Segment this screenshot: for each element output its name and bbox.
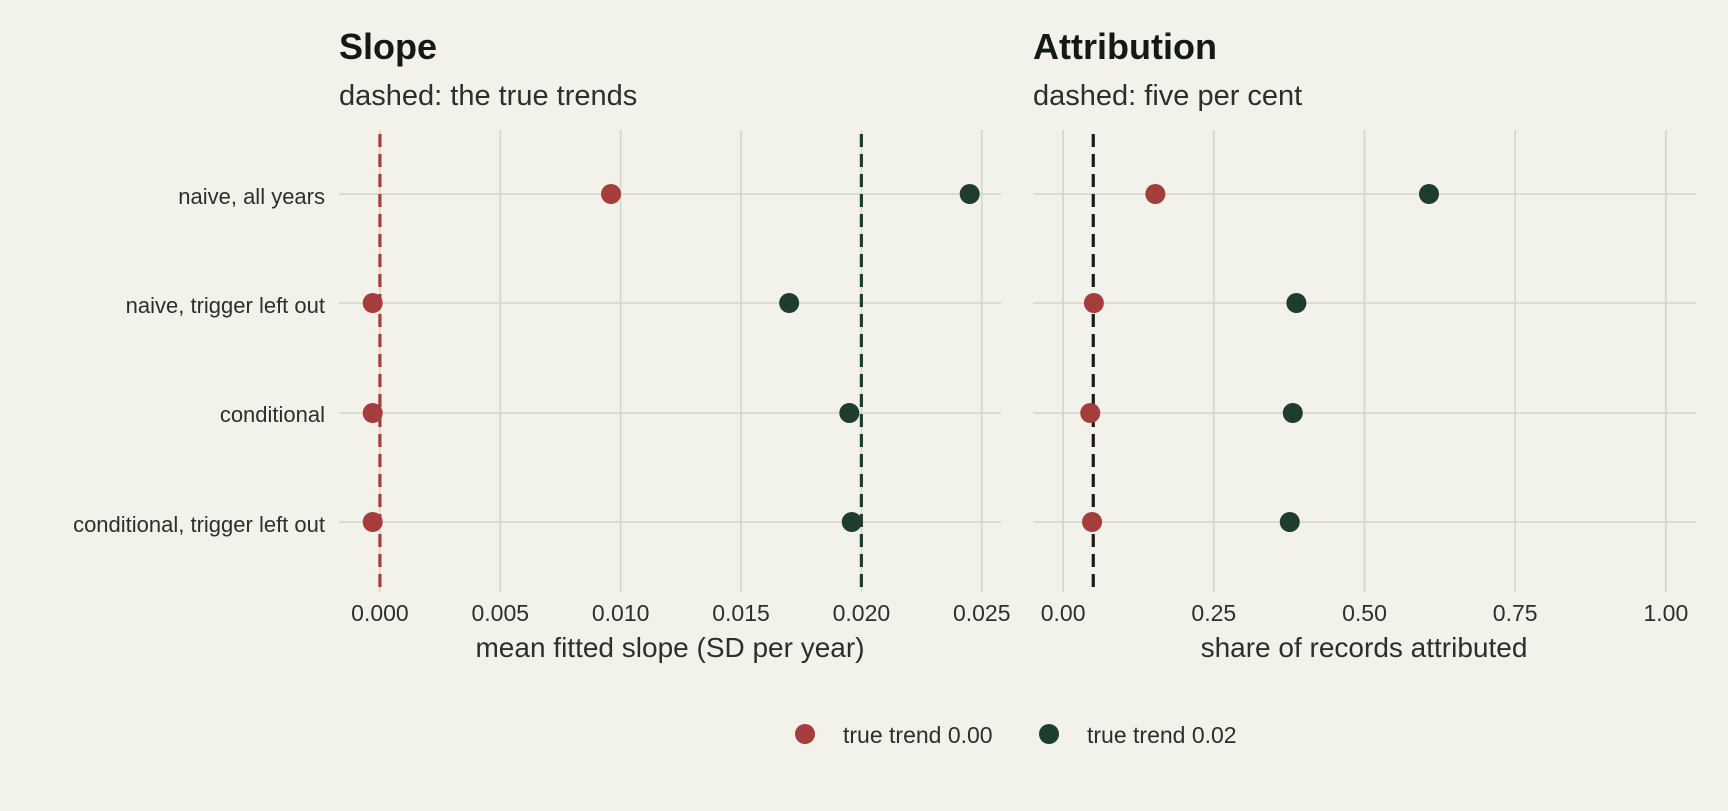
attribution-point-series1-row3	[1279, 512, 1300, 532]
attribution-x-tick-label: 1.00	[1643, 600, 1688, 626]
legend-swatch-trend-0	[795, 724, 815, 744]
attribution-point-series0-row3	[1082, 512, 1103, 532]
slope-point-series1-row2	[839, 403, 860, 423]
attribution-point-series0-row1	[1083, 293, 1104, 313]
attribution-x-axis-title: share of records attributed	[1201, 632, 1528, 663]
slope-panel-subtitle: dashed: the true trends	[339, 80, 637, 112]
slope-x-tick-label: 0.010	[592, 600, 650, 626]
slope-x-tick-label: 0.000	[351, 600, 409, 626]
legend-label-trend-2: true trend 0.02	[1087, 722, 1237, 748]
legend-label-trend-0: true trend 0.00	[843, 722, 993, 748]
category-label: conditional, trigger left out	[73, 512, 325, 537]
attribution-panel-title: Attribution	[1033, 26, 1217, 67]
slope-point-series0-row2	[362, 403, 383, 423]
slope-point-series0-row0	[601, 184, 622, 204]
attribution-x-tick-label: 0.50	[1342, 600, 1387, 626]
slope-point-series1-row1	[779, 293, 800, 313]
slope-x-tick-label: 0.025	[953, 600, 1011, 626]
attribution-point-series0-row0	[1145, 184, 1166, 204]
attribution-x-tick-label: 0.75	[1493, 600, 1538, 626]
slope-x-tick-label: 0.005	[472, 600, 530, 626]
attribution-x-tick-label: 0.00	[1041, 600, 1086, 626]
attribution-point-series0-row2	[1080, 403, 1101, 423]
chart-marks: 0.000 0.005 0.010 0.015 0.020 0.025 0.00 0.25 0.…	[339, 130, 1696, 626]
category-label: naive, trigger left out	[126, 293, 325, 318]
legend: true trend 0.00 true trend 0.02	[795, 722, 1237, 748]
legend-swatch-trend-2	[1039, 724, 1059, 744]
attribution-point-series1-row2	[1282, 403, 1303, 423]
slope-x-axis-title: mean fitted slope (SD per year)	[475, 632, 864, 663]
attribution-panel-subtitle: dashed: five per cent	[1033, 80, 1302, 112]
slope-x-tick-label: 0.015	[712, 600, 770, 626]
slope-point-series0-row1	[362, 293, 383, 313]
slope-point-series1-row0	[959, 184, 980, 204]
slope-point-series1-row3	[841, 512, 862, 532]
attribution-point-series1-row1	[1286, 293, 1307, 313]
attribution-point-series1-row0	[1418, 184, 1439, 204]
slope-panel-title: Slope	[339, 26, 437, 67]
slope-x-tick-label: 0.020	[833, 600, 891, 626]
slope-point-series0-row3	[362, 512, 383, 532]
category-label: conditional	[220, 402, 325, 427]
attribution-x-tick-label: 0.25	[1191, 600, 1236, 626]
category-label: naive, all years	[178, 184, 325, 209]
